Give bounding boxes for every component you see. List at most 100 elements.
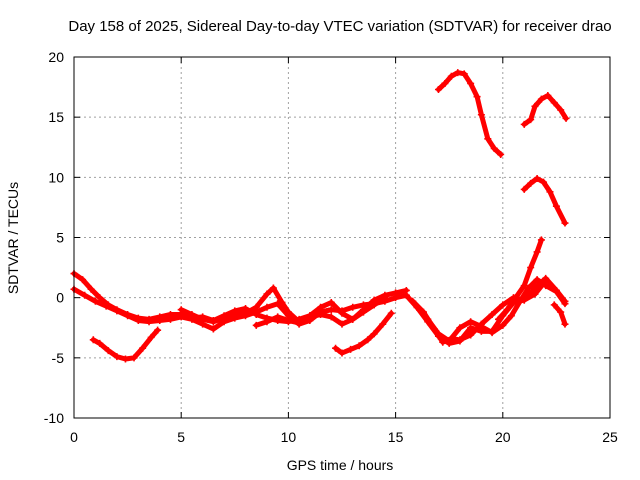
chart-title: Day 158 of 2025, Sidereal Day-to-day VTE… — [68, 18, 611, 35]
data-point — [561, 300, 569, 308]
x-tick-label: 25 — [602, 429, 618, 445]
series-track-c — [90, 327, 161, 362]
data-point — [540, 178, 548, 186]
data-point — [467, 318, 475, 326]
x-tick-label: 20 — [495, 429, 511, 445]
data-point — [550, 301, 558, 309]
data-point — [177, 306, 185, 314]
data-point — [79, 276, 87, 284]
data-point — [96, 294, 104, 302]
data-point — [284, 308, 292, 316]
series-track-k — [551, 302, 568, 327]
data-point — [199, 315, 207, 323]
data-point — [263, 303, 271, 311]
data-point — [327, 306, 335, 314]
data-point — [520, 185, 528, 193]
data-point — [434, 85, 442, 93]
data-point — [527, 264, 535, 272]
data-point — [113, 307, 121, 315]
data-point — [477, 111, 485, 119]
data-point — [520, 120, 528, 128]
plot-frame — [73, 56, 611, 419]
data-point — [278, 298, 286, 306]
data-point — [104, 347, 112, 355]
data-point — [370, 330, 378, 338]
data-point — [495, 315, 503, 323]
y-tick-label: 0 — [56, 290, 64, 306]
data-point — [209, 325, 217, 333]
y-tick-label: 15 — [48, 109, 64, 125]
data-point — [550, 99, 558, 107]
series-track-l — [436, 70, 504, 157]
data-point — [269, 284, 277, 292]
data-point — [552, 202, 560, 210]
x-axis-label: GPS time / hours — [287, 457, 394, 473]
data-point — [338, 349, 346, 357]
x-tick-label: 5 — [177, 429, 185, 445]
x-tick-label: 0 — [70, 429, 78, 445]
data-point — [552, 288, 560, 296]
data-point — [156, 317, 164, 325]
data-point — [209, 318, 217, 326]
data-point — [145, 318, 153, 326]
data-point — [409, 297, 417, 305]
data-point — [460, 70, 468, 78]
data-point — [477, 323, 485, 331]
data-point — [439, 338, 447, 346]
data-point — [533, 248, 541, 256]
data-point — [516, 297, 524, 305]
data-point — [527, 116, 535, 124]
data-point — [546, 188, 554, 196]
data-point — [488, 329, 496, 337]
x-tick-label: 15 — [388, 429, 404, 445]
data-point — [544, 92, 552, 100]
data-point — [542, 282, 550, 290]
data-point — [561, 320, 569, 328]
y-tick-label: 10 — [48, 169, 64, 185]
data-point — [525, 284, 533, 292]
data-point — [499, 321, 507, 329]
data-point — [454, 69, 462, 77]
data-point — [284, 317, 292, 325]
data-point — [387, 309, 395, 317]
data-point — [306, 312, 314, 320]
data-point — [130, 354, 138, 362]
data-point — [445, 337, 453, 345]
data-point — [456, 336, 464, 344]
data-point — [499, 301, 507, 309]
y-tick-label: 20 — [48, 49, 64, 65]
data-point — [379, 320, 387, 328]
data-point — [124, 312, 132, 320]
y-axis-label: SDTVAR / TECUs — [5, 182, 21, 294]
data-point — [121, 355, 129, 363]
data-point — [503, 306, 511, 314]
data-point — [220, 314, 228, 322]
data-point — [413, 303, 421, 311]
data-point — [359, 308, 367, 316]
grid — [74, 57, 610, 418]
data-point — [531, 102, 539, 110]
data-point — [537, 236, 545, 244]
data-point — [89, 336, 97, 344]
data-point — [96, 339, 104, 347]
data-point — [467, 324, 475, 332]
data-point — [91, 297, 99, 305]
data-point — [557, 106, 565, 114]
data-point — [364, 336, 372, 344]
data-point — [263, 290, 271, 298]
data-point — [188, 311, 196, 319]
data-point — [424, 315, 432, 323]
data-point — [349, 303, 357, 311]
data-point — [527, 179, 535, 187]
data-point — [81, 291, 89, 299]
data-point — [467, 79, 475, 87]
data-point — [557, 308, 565, 316]
data-point — [317, 311, 325, 319]
data-point — [147, 333, 155, 341]
data-point — [113, 353, 121, 361]
data-point — [473, 93, 481, 101]
y-tick-label: 5 — [56, 230, 64, 246]
data-point — [392, 289, 400, 297]
data-point — [166, 315, 174, 323]
